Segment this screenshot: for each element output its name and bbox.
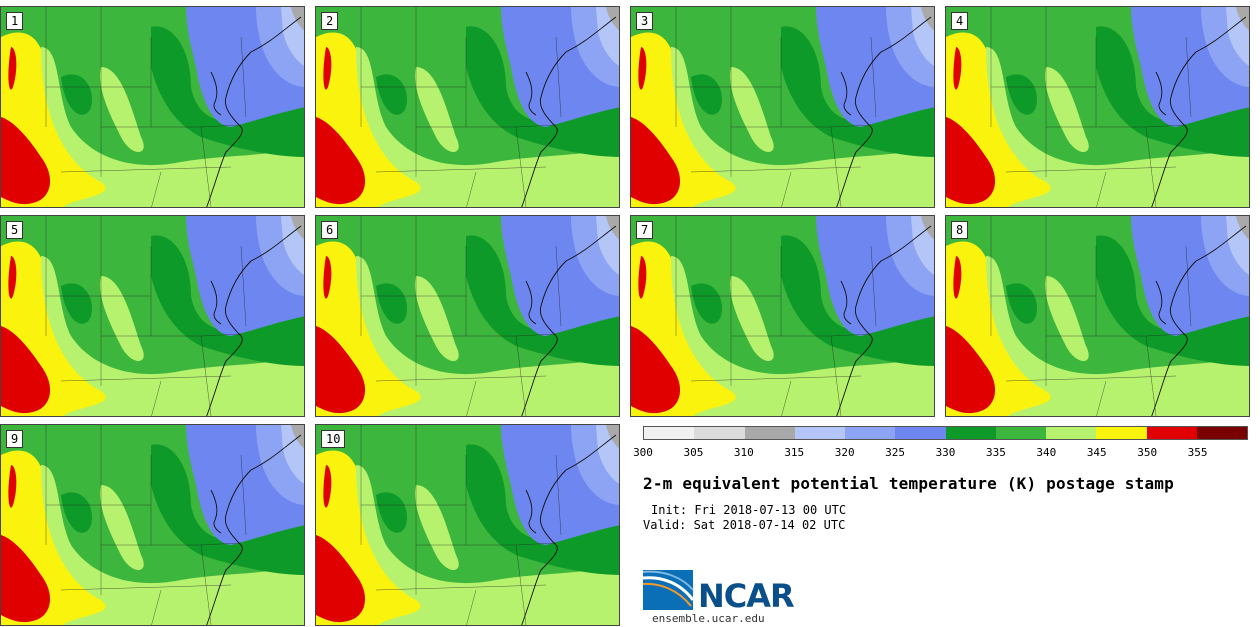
colorbar-segment	[895, 427, 946, 439]
map-image	[1, 216, 304, 416]
colorbar-segment	[845, 427, 896, 439]
ensemble-member-panel: 9	[0, 424, 305, 626]
figure-title: 2-m equivalent potential temperature (K)…	[643, 474, 1174, 493]
ensemble-member-panel: 4	[945, 6, 1250, 208]
colorbar-segment	[1196, 427, 1247, 439]
colorbar-tick-label: 305	[683, 446, 704, 459]
ensemble-member-panel: 6	[315, 215, 620, 417]
member-number-label: 1	[6, 12, 24, 30]
colorbar-tick-label: 310	[733, 446, 754, 459]
ensemble-member-panel: 8	[945, 215, 1250, 417]
ensemble-member-panel: 7	[630, 215, 935, 417]
ensemble-member-panel: 3	[630, 6, 935, 208]
member-number-label: 10	[321, 430, 346, 448]
member-number-label: 7	[636, 221, 654, 239]
colorbar-tick-label: 330	[935, 446, 956, 459]
colorbar-tick-label: 340	[1036, 446, 1057, 459]
colorbar-tick-label: 335	[985, 446, 1006, 459]
colorbar-tick-label: 350	[1137, 446, 1158, 459]
ensemble-member-panel: 2	[315, 6, 620, 208]
colorbar-segment	[644, 427, 695, 439]
colorbar-segment	[1146, 427, 1197, 439]
colorbar-segment	[744, 427, 795, 439]
colorbar-segment	[694, 427, 745, 439]
site-url[interactable]: ensemble.ucar.edu	[652, 612, 765, 625]
valid-time: Valid: Sat 2018-07-14 02 UTC	[643, 518, 846, 532]
member-number-label: 9	[6, 430, 24, 448]
colorbar-tick-label: 355	[1187, 446, 1208, 459]
colorbar-ticks: 300 305 310 315 320 325 330 335 340 345 350 355	[633, 446, 1248, 460]
colorbar	[643, 426, 1248, 440]
member-number-label: 5	[6, 221, 24, 239]
colorbar-segment	[945, 427, 996, 439]
ensemble-member-panel: 5	[0, 215, 305, 417]
map-image	[631, 216, 934, 416]
colorbar-segment	[1096, 427, 1147, 439]
map-image	[1, 425, 304, 625]
map-image	[946, 7, 1249, 207]
colorbar-segment	[995, 427, 1046, 439]
init-time: Init: Fri 2018-07-13 00 UTC	[651, 503, 847, 517]
ensemble-member-panel: 10	[315, 424, 620, 626]
map-image	[946, 216, 1249, 416]
map-image	[316, 216, 619, 416]
colorbar-segment	[1046, 427, 1097, 439]
map-image	[631, 7, 934, 207]
member-number-label: 4	[951, 12, 969, 30]
colorbar-tick-label: 320	[834, 446, 855, 459]
colorbar-tick-label: 300	[633, 446, 653, 459]
map-image	[316, 7, 619, 207]
member-number-label: 3	[636, 12, 654, 30]
ncar-logo	[643, 570, 695, 610]
logo-text: NCAR	[698, 577, 795, 615]
colorbar-tick-label: 345	[1086, 446, 1107, 459]
member-number-label: 2	[321, 12, 339, 30]
colorbar-segment	[794, 427, 845, 439]
member-number-label: 6	[321, 221, 339, 239]
map-image	[1, 7, 304, 207]
map-image	[316, 425, 619, 625]
colorbar-tick-label: 315	[784, 446, 805, 459]
colorbar-tick-label: 325	[885, 446, 906, 459]
ensemble-member-panel: 1	[0, 6, 305, 208]
member-number-label: 8	[951, 221, 969, 239]
